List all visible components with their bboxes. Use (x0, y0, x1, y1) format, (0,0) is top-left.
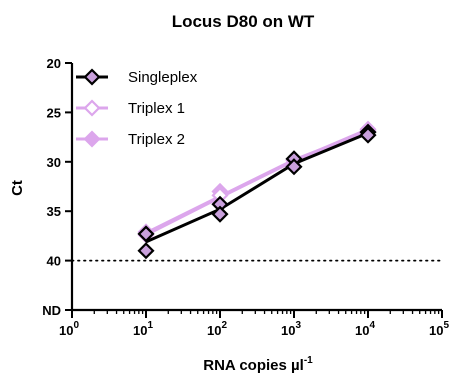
x-tick-exponent: 5 (443, 320, 449, 331)
legend-swatch-marker (83, 99, 101, 117)
x-tick-exponent: 2 (221, 320, 227, 331)
y-axis-title-group: Ct (9, 180, 26, 196)
x-tick-base: 10 (429, 323, 443, 338)
series-line (145, 127, 369, 237)
series-group (137, 120, 377, 260)
legend-item-triplex-2: Triplex 2 (76, 130, 185, 148)
legend-swatch-marker (83, 68, 101, 86)
data-point (285, 158, 303, 176)
legend-label: Triplex 1 (128, 100, 185, 117)
x-tick-label: 104 (355, 320, 375, 338)
x-tick-exponent: 0 (73, 320, 79, 331)
legend-label: Singleplex (128, 69, 198, 86)
y-tick-label: ND (42, 303, 61, 318)
chart-title: Locus D80 on WT (172, 12, 315, 31)
legend-item-triplex-1: Triplex 1 (76, 99, 185, 117)
y-axis-title: Ct (9, 180, 26, 196)
x-tick-label: 105 (429, 320, 449, 338)
legend-item-singleplex: Singleplex (76, 68, 198, 86)
x-tick-label: 102 (207, 320, 227, 338)
data-point (137, 242, 155, 260)
x-tick-base: 10 (133, 323, 147, 338)
y-tick-label: 30 (47, 155, 61, 170)
x-tick-exponent: 3 (295, 320, 301, 331)
x-tick-label: 103 (281, 320, 301, 338)
data-point (211, 205, 229, 223)
x-axis-title-text: RNA copies µl (203, 357, 304, 374)
x-tick-base: 10 (355, 323, 369, 338)
x-tick-exponent: 1 (147, 320, 153, 331)
y-tick-label: 35 (47, 204, 61, 219)
x-tick-label: 100 (59, 320, 79, 338)
y-tick-label: 40 (47, 254, 61, 269)
x-axis-title: RNA copies µl-1 (203, 355, 313, 374)
legend: Singleplex Triplex 1 Triplex 2 (76, 68, 198, 148)
data-point (137, 225, 155, 243)
data-point (359, 126, 377, 144)
x-tick-base: 10 (281, 323, 295, 338)
x-tick-label: 101 (133, 320, 153, 338)
y-tick-label: 25 (47, 105, 61, 120)
x-tick-exponent: 4 (369, 320, 375, 331)
y-tick-label: 20 (47, 56, 61, 71)
x-tick-base: 10 (59, 323, 73, 338)
legend-label: Triplex 2 (128, 131, 185, 148)
x-axis-title-superscript: -1 (304, 355, 313, 366)
series-line (145, 131, 369, 244)
legend-swatch-marker (83, 130, 101, 148)
x-tick-base: 10 (207, 323, 221, 338)
series-singleplex (137, 123, 377, 260)
